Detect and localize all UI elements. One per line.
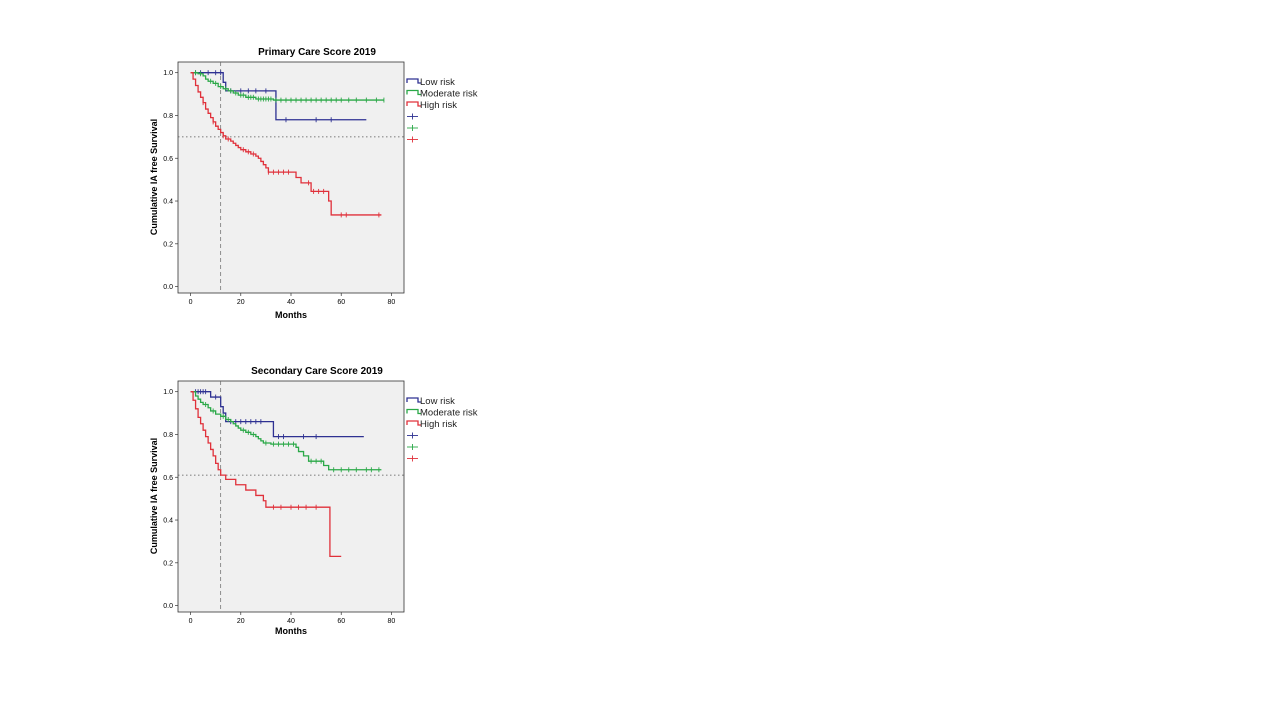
chart-title: Secondary Care Score 2019 [251, 366, 383, 377]
plot-area [177, 61, 405, 294]
legend-label-low-risk: Low risk [420, 396, 455, 407]
legend-label-high-risk: High risk [420, 100, 457, 111]
legend-swatch-high-risk [406, 101, 421, 107]
y-tick-label: 0.0 [163, 603, 173, 610]
y-axis-title: Cumulative IA free Survival [149, 119, 159, 235]
x-tick-label: 20 [237, 299, 245, 306]
series-line-moderate-risk [190, 391, 382, 471]
x-tick-label: 20 [237, 618, 245, 625]
y-tick-label: 0.4 [163, 199, 173, 206]
x-tick-label: 0 [189, 618, 193, 625]
series-line-high-risk [190, 72, 382, 216]
y-tick-label: 1.0 [163, 70, 173, 77]
y-tick-label: 0.2 [163, 241, 173, 248]
series-line-low-risk [190, 391, 364, 438]
x-axis-title: Months [275, 626, 307, 636]
legend-swatch-moderate-risk [406, 89, 421, 96]
chart-primary-care: Primary Care Score 2019 Months Cumulativ… [149, 47, 478, 320]
x-tick-label: 80 [388, 618, 396, 625]
legend-label-high-risk: High risk [420, 419, 457, 430]
y-axis-title: Cumulative IA free Survival [149, 438, 159, 554]
legend-swatch-high-risk [406, 420, 421, 426]
x-tick-label: 40 [287, 299, 295, 306]
legend-swatch-low-risk [406, 78, 421, 84]
legend-swatch-low-risk [406, 397, 421, 403]
y-tick-label: 0.8 [163, 113, 173, 120]
x-tick-label: 60 [337, 299, 345, 306]
legend-label-low-risk: Low risk [420, 77, 455, 88]
legend-label-moderate-risk: Moderate risk [420, 408, 478, 419]
y-tick-label: 0.2 [163, 560, 173, 567]
x-tick-label: 0 [189, 299, 193, 306]
legend-swatch-moderate-risk [406, 408, 421, 415]
chart-secondary-care: Secondary Care Score 2019 Months Cumulat… [149, 366, 478, 636]
y-tick-label: 0.6 [163, 475, 173, 482]
chart-title: Primary Care Score 2019 [258, 47, 376, 58]
y-tick-label: 0.0 [163, 284, 173, 291]
x-tick-label: 40 [287, 618, 295, 625]
x-tick-label: 60 [337, 618, 345, 625]
y-tick-label: 0.6 [163, 156, 173, 163]
x-tick-label: 80 [388, 299, 396, 306]
plot-area [177, 380, 405, 613]
series-line-high-risk [190, 391, 342, 558]
y-tick-label: 1.0 [163, 389, 173, 396]
legend-label-moderate-risk: Moderate risk [420, 89, 478, 100]
x-axis-title: Months [275, 310, 307, 320]
y-tick-label: 0.4 [163, 518, 173, 525]
y-tick-label: 0.8 [163, 432, 173, 439]
